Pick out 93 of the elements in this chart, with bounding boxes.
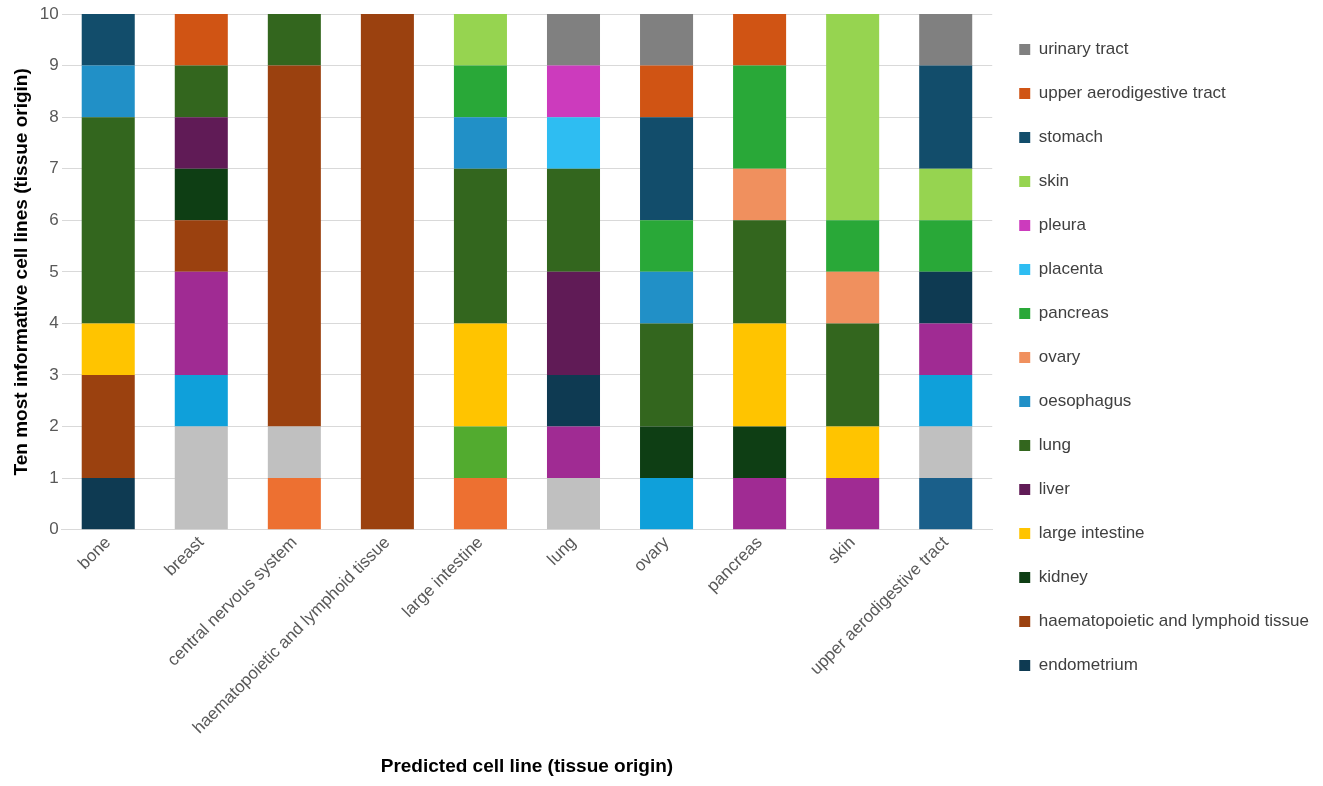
bar xyxy=(919,478,973,530)
bar xyxy=(733,220,787,324)
bar xyxy=(640,271,694,324)
legend-label: stomach xyxy=(1038,127,1103,147)
x-axis-title: Predicted cell line (tissue origin) xyxy=(380,754,674,776)
y-tick-label: 4 xyxy=(49,313,59,333)
legend-label: upper aerodigestive tract xyxy=(1038,83,1227,103)
legend-label: oesophagus xyxy=(1038,391,1132,411)
legend-label: pancreas xyxy=(1038,303,1109,323)
bar xyxy=(733,14,787,66)
bar xyxy=(546,65,601,118)
bar xyxy=(919,271,973,324)
bar xyxy=(826,426,880,479)
bar xyxy=(826,323,880,427)
bar xyxy=(174,14,228,66)
legend-label: lung xyxy=(1038,435,1071,455)
bar xyxy=(174,426,228,530)
bar xyxy=(826,220,880,272)
y-tick-label: 2 xyxy=(49,416,59,436)
legend-label: placenta xyxy=(1038,259,1104,279)
y-tick-label: 3 xyxy=(49,364,59,384)
bar xyxy=(267,14,321,66)
bar xyxy=(640,14,694,66)
bar xyxy=(826,271,880,324)
bar xyxy=(453,323,507,427)
bar xyxy=(546,374,601,427)
bar xyxy=(826,478,880,530)
bar xyxy=(640,426,694,479)
bar xyxy=(81,478,135,530)
bar xyxy=(733,478,787,530)
bar xyxy=(546,478,601,530)
legend-label: liver xyxy=(1038,479,1071,499)
y-tick-label: 6 xyxy=(49,209,59,229)
y-tick-label: 10 xyxy=(39,3,59,23)
bar xyxy=(919,323,973,375)
bar xyxy=(174,65,228,118)
bar xyxy=(733,323,787,427)
bar xyxy=(733,426,787,479)
legend-label: urinary tract xyxy=(1038,39,1129,59)
bar xyxy=(81,65,135,118)
bar xyxy=(453,117,507,169)
legend-label: endometrium xyxy=(1038,655,1138,675)
bar xyxy=(453,65,507,118)
legend-label: kidney xyxy=(1038,567,1089,587)
y-tick-label: 0 xyxy=(49,519,59,539)
y-tick-label: 7 xyxy=(49,158,59,178)
bar xyxy=(267,65,321,427)
bar xyxy=(546,271,601,375)
bar xyxy=(81,374,135,479)
bar xyxy=(360,14,414,530)
bar xyxy=(546,426,601,479)
bar xyxy=(640,323,694,427)
legend-label: haematopoietic and lymphoid tissue xyxy=(1038,611,1310,631)
bar xyxy=(546,117,601,169)
y-tick-label: 8 xyxy=(49,106,59,126)
bar xyxy=(919,220,973,272)
y-axis-title: Ten most informative cell lines (tissue origin) xyxy=(9,68,31,476)
bar xyxy=(919,14,973,66)
bar xyxy=(640,117,694,221)
y-tick-label: 5 xyxy=(49,261,59,281)
bar xyxy=(267,478,321,530)
bar xyxy=(453,14,507,66)
bar xyxy=(640,478,694,530)
y-tick-label: 9 xyxy=(49,55,59,75)
bar xyxy=(267,426,321,479)
bar xyxy=(546,168,601,272)
bar xyxy=(546,14,601,66)
y-tick-label: 1 xyxy=(49,467,59,487)
legend-label: ovary xyxy=(1038,347,1081,367)
bar xyxy=(919,374,973,427)
bar xyxy=(174,220,228,272)
bar xyxy=(453,426,507,479)
bar xyxy=(919,168,973,221)
bar xyxy=(640,65,694,118)
bar xyxy=(81,14,135,66)
legend-label: skin xyxy=(1038,171,1069,191)
bar xyxy=(733,168,787,221)
bar xyxy=(453,168,507,324)
bar xyxy=(174,374,228,427)
bar xyxy=(453,478,507,530)
bar xyxy=(81,117,135,324)
bar xyxy=(174,117,228,169)
x-tick-label: skin xyxy=(823,532,859,568)
bar xyxy=(174,271,228,375)
bar xyxy=(919,65,973,169)
bar xyxy=(174,168,228,221)
legend-label: pleura xyxy=(1038,215,1087,235)
bar xyxy=(640,220,694,272)
bar xyxy=(919,426,973,479)
bar xyxy=(81,323,135,375)
x-tick-label: lung xyxy=(543,532,580,569)
bar xyxy=(826,14,880,221)
bar xyxy=(733,65,787,169)
